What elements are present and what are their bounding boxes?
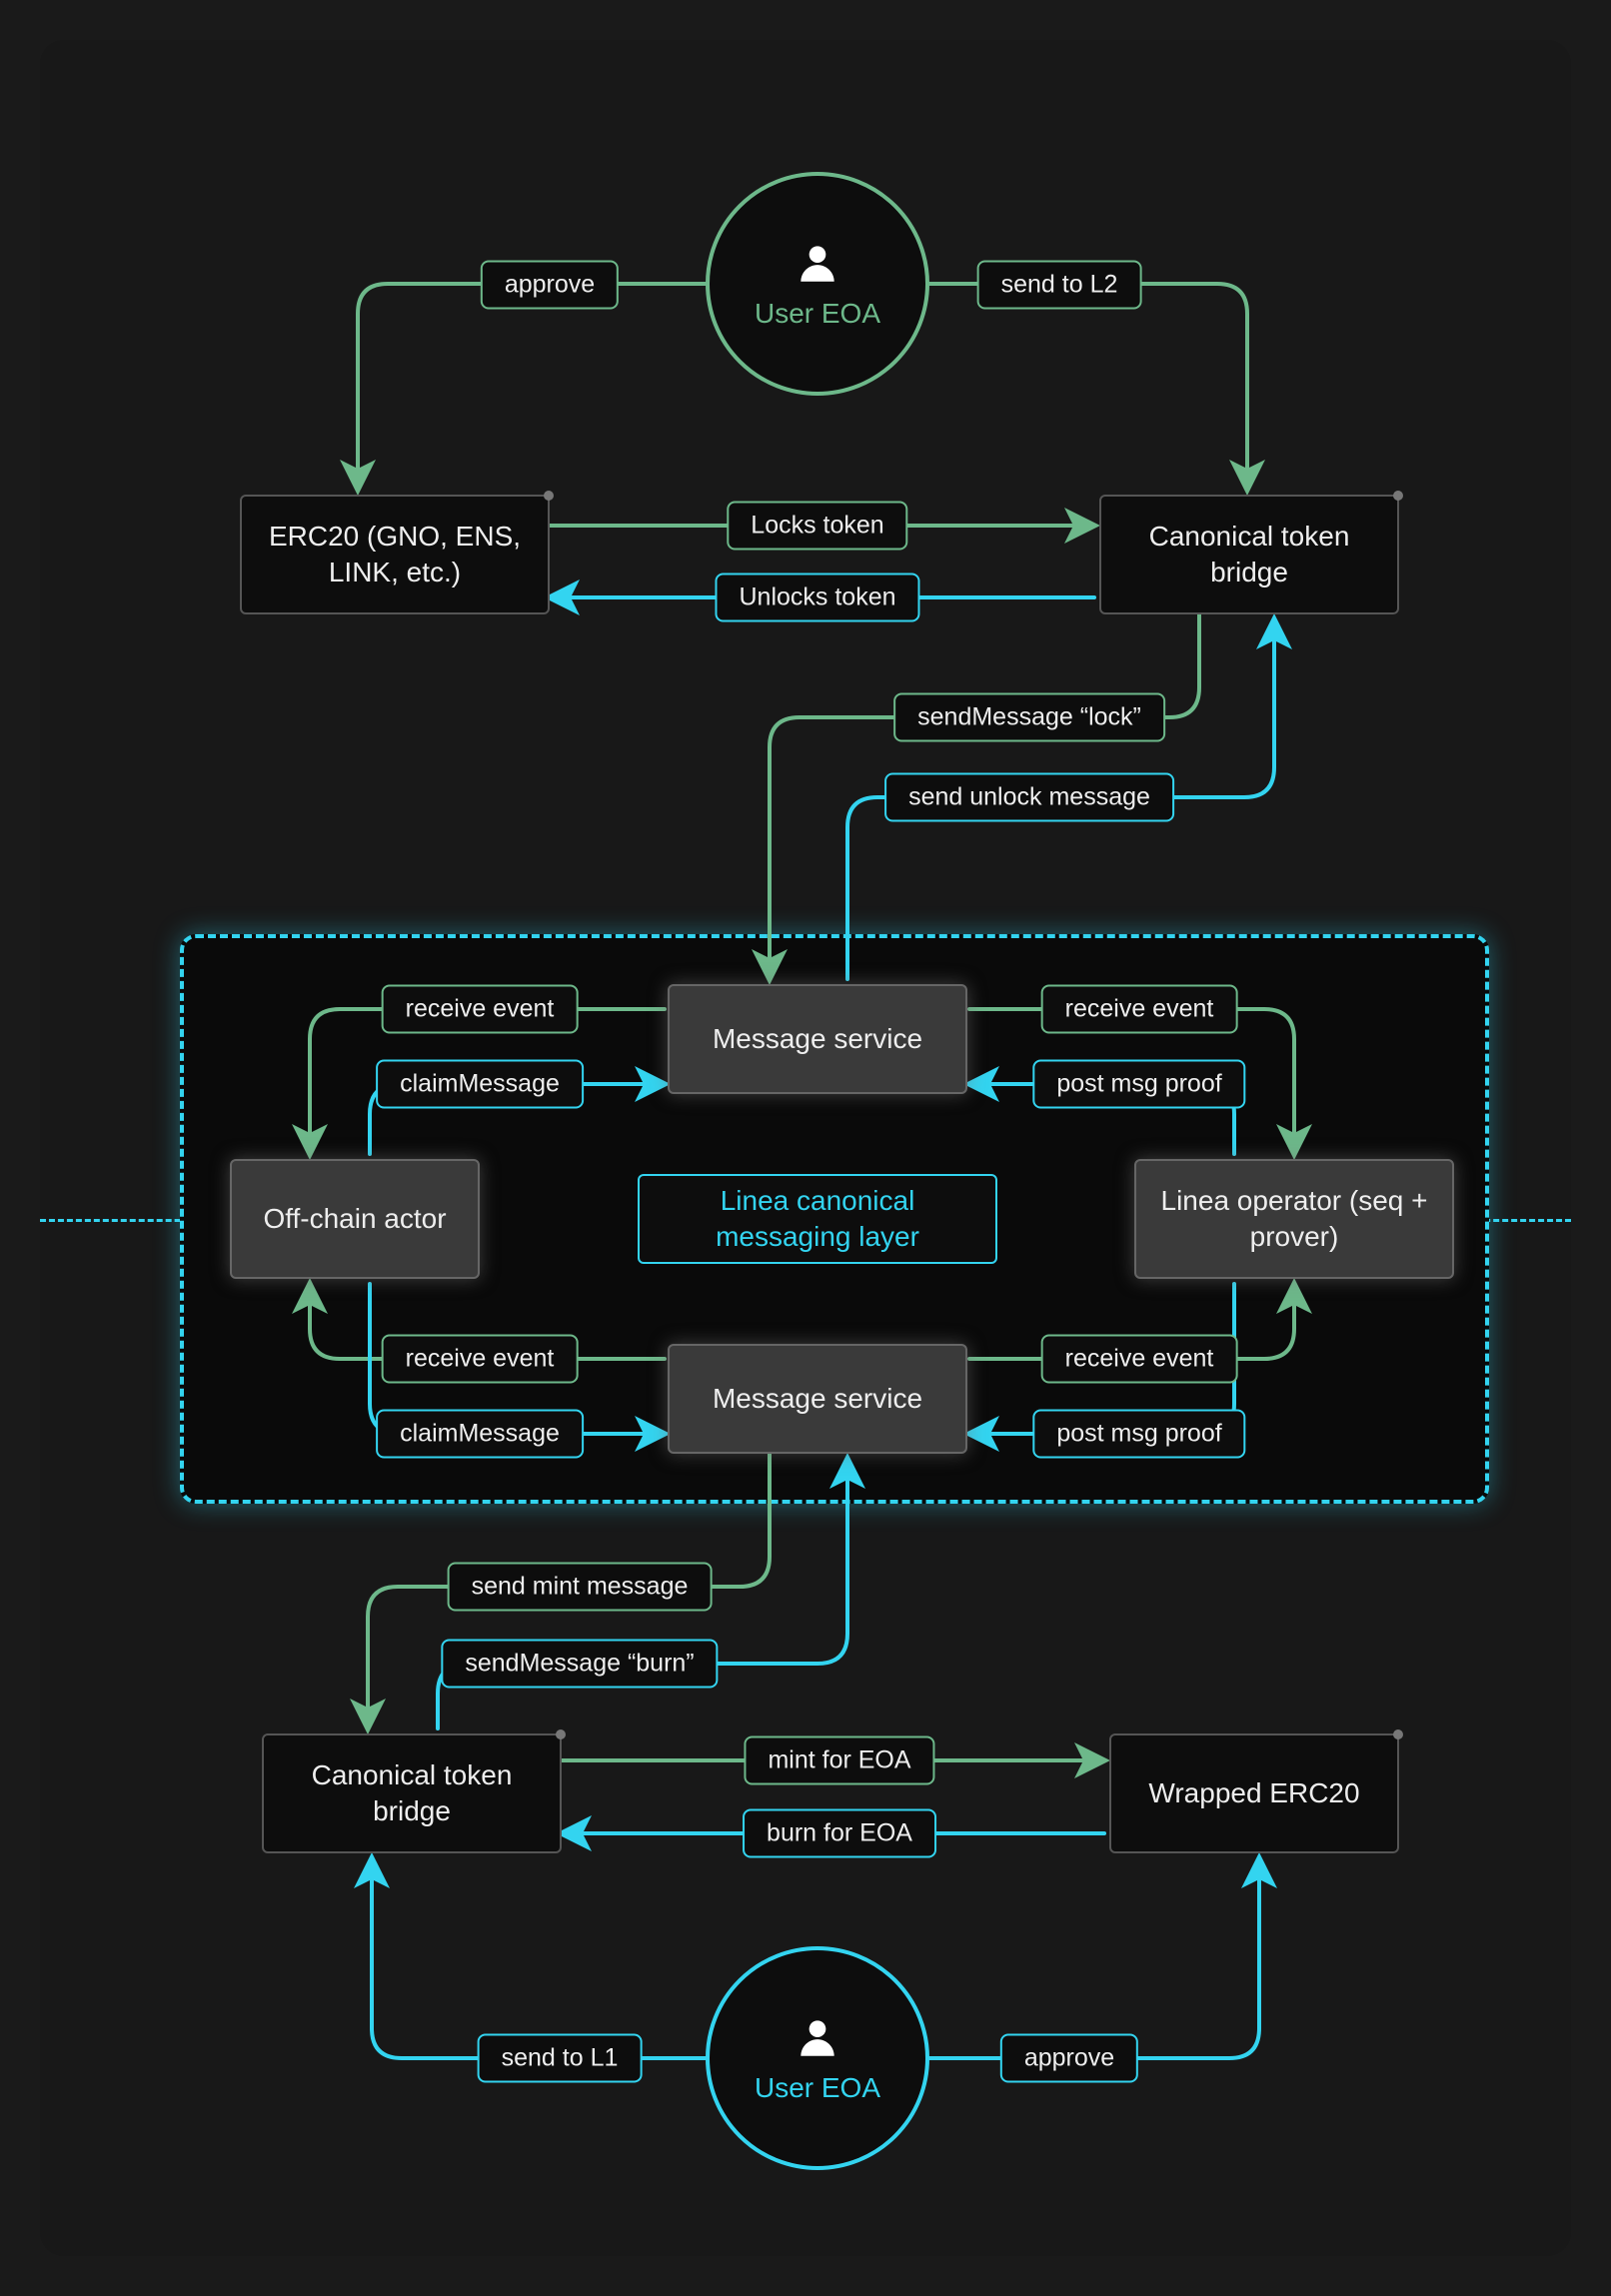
diagram-canvas: User EOA User EOA ERC20 (GNO, ENS, LINK,… (40, 40, 1571, 2256)
edge-approve-bot: approve (1000, 2034, 1138, 2083)
node-offchain-actor: Off-chain actor (230, 1159, 480, 1279)
node-layer-label: Linea canonical messaging layer (660, 1183, 975, 1256)
user-eoa-top-label: User EOA (755, 298, 880, 330)
edge-recv-tr: receive event (1041, 985, 1238, 1034)
node-dot-icon (556, 1729, 566, 1739)
node-linea-operator: Linea operator (seq + prover) (1134, 1159, 1454, 1279)
user-icon (793, 238, 842, 288)
node-message-service-bottom: Message service (668, 1344, 967, 1454)
node-dot-icon (1393, 491, 1403, 501)
user-icon (793, 2012, 842, 2062)
edge-proof-b: post msg proof (1032, 1410, 1245, 1459)
node-msg-top-label: Message service (713, 1021, 922, 1057)
edge-claim-t: claimMessage (376, 1060, 584, 1109)
user-eoa-top: User EOA (706, 172, 929, 396)
edge-claim-b: claimMessage (376, 1410, 584, 1459)
node-wrapped-erc20: Wrapped ERC20 (1109, 1733, 1399, 1853)
node-message-service-top: Message service (668, 984, 967, 1094)
node-wrapped-label: Wrapped ERC20 (1148, 1775, 1359, 1811)
node-offchain-label: Off-chain actor (263, 1201, 446, 1237)
node-ctb-bot-label: Canonical token bridge (284, 1757, 540, 1830)
user-eoa-bottom-label: User EOA (755, 2072, 880, 2104)
edge-send-unlock: send unlock message (884, 773, 1174, 822)
edge-recv-tl: receive event (382, 985, 579, 1034)
node-msg-bot-label: Message service (713, 1381, 922, 1417)
edge-unlocks: Unlocks token (715, 574, 919, 622)
user-eoa-bottom: User EOA (706, 1946, 929, 2170)
edge-send-mint: send mint message (448, 1563, 713, 1612)
node-erc20: ERC20 (GNO, ENS, LINK, etc.) (240, 495, 550, 614)
node-erc20-label: ERC20 (GNO, ENS, LINK, etc.) (262, 519, 528, 591)
edge-burn-eoa: burn for EOA (743, 1809, 936, 1858)
edge-recv-br: receive event (1041, 1335, 1238, 1384)
edge-send-burn: sendMessage “burn” (441, 1640, 718, 1689)
edge-recv-bl: receive event (382, 1335, 579, 1384)
node-ctb-top-label: Canonical token bridge (1121, 519, 1377, 591)
node-dot-icon (544, 491, 554, 501)
node-operator-label: Linea operator (seq + prover) (1156, 1183, 1432, 1256)
node-ctb-top: Canonical token bridge (1099, 495, 1399, 614)
node-messaging-layer: Linea canonical messaging layer (638, 1174, 997, 1264)
edge-send-l1: send to L1 (478, 2034, 643, 2083)
edge-proof-t: post msg proof (1032, 1060, 1245, 1109)
edge-mint-eoa: mint for EOA (744, 1736, 934, 1785)
edge-locks: Locks token (727, 502, 907, 551)
node-dot-icon (1393, 1729, 1403, 1739)
edge-send-l2: send to L2 (977, 261, 1142, 310)
edge-approve-top: approve (481, 261, 619, 310)
edge-send-lock: sendMessage “lock” (893, 693, 1165, 742)
node-ctb-bottom: Canonical token bridge (262, 1733, 562, 1853)
